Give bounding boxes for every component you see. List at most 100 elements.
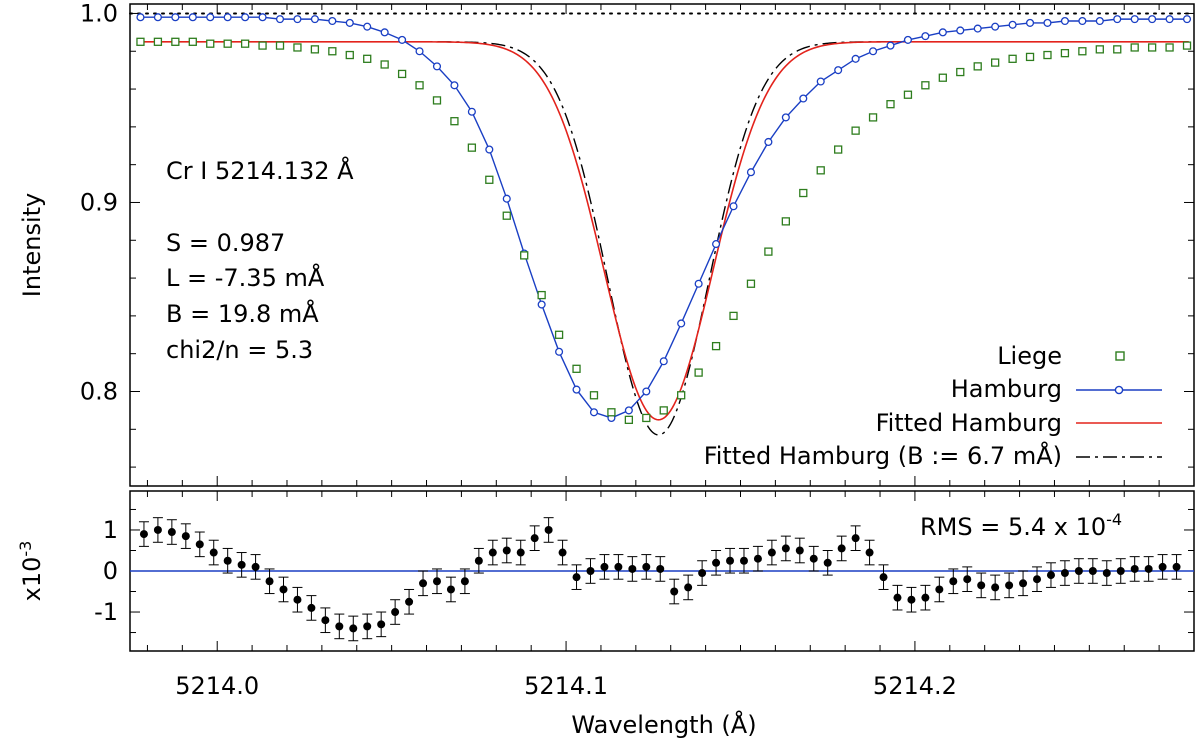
residual-point — [642, 562, 651, 571]
hamburg-point — [1060, 16, 1069, 26]
hamburg-point — [345, 18, 354, 27]
liege-point — [781, 217, 790, 226]
residual-point — [879, 573, 888, 582]
liege-point — [136, 37, 145, 46]
residual-point — [460, 577, 469, 586]
hamburg-point — [1008, 20, 1017, 29]
residual-point — [558, 548, 567, 557]
x-tick-label: 5214.1 — [524, 672, 608, 700]
res-y-tick-label: 0 — [103, 557, 118, 585]
liege-point — [345, 50, 354, 60]
legend-label-liege: Liege — [997, 342, 1062, 370]
hamburg-point — [746, 168, 756, 177]
residual-point — [195, 540, 204, 549]
hamburg-point — [624, 406, 633, 415]
hamburg-point — [729, 202, 738, 211]
liege-point — [240, 39, 250, 48]
legend-label-fitted-hamburg: Fitted Hamburg — [876, 409, 1062, 437]
residual-point — [851, 534, 860, 543]
liege-point — [973, 62, 982, 71]
residual-point — [1046, 571, 1055, 580]
hamburg-point — [432, 62, 442, 71]
residual-point — [1088, 567, 1097, 575]
hamburg-point — [241, 13, 250, 22]
residual-point — [502, 546, 511, 555]
residual-point — [516, 548, 525, 557]
liege-point — [764, 247, 773, 256]
hamburg-point — [258, 13, 267, 22]
hamburg-point — [1078, 16, 1087, 26]
residual-point — [1019, 579, 1028, 588]
residual-point — [963, 575, 972, 584]
liege-point — [903, 90, 913, 99]
liege-point — [816, 166, 825, 175]
liege-point — [537, 290, 546, 300]
residual-point — [628, 564, 637, 573]
hamburg-point — [555, 347, 564, 356]
residual-point — [1060, 569, 1069, 578]
residual-point — [321, 616, 330, 625]
liege-point — [520, 251, 529, 260]
main-plot-frame — [129, 3, 1195, 487]
residual-point — [809, 554, 818, 563]
residual-point — [1144, 564, 1153, 573]
liege-point — [1043, 50, 1052, 60]
residual-point — [446, 585, 455, 594]
residual-point — [1033, 575, 1042, 584]
hamburg-point — [1113, 15, 1122, 24]
residual-point — [753, 554, 762, 563]
liege-point — [258, 41, 267, 50]
line-id-label: Cr I 5214.132 Å — [166, 156, 354, 185]
legend-marker-hamburg — [1114, 385, 1124, 395]
x-axis-label: Wavelength (Å) — [571, 710, 756, 739]
liege-point — [1130, 43, 1139, 52]
liege-point — [642, 413, 651, 423]
residual-point — [823, 558, 832, 567]
y-axis-label-residual: x10-3 — [16, 541, 46, 602]
hamburg-point — [293, 15, 302, 24]
liege-point — [450, 117, 459, 126]
residual-point — [405, 597, 414, 606]
broadening-label: B = 19.8 mÅ — [166, 299, 319, 328]
liege-point — [171, 37, 180, 46]
hamburg-point — [188, 13, 197, 22]
line-annotations: Cr I 5214.132 Å S = 0.987 L = -7.35 mÅ B… — [166, 156, 354, 364]
hamburg-point — [921, 32, 930, 41]
hamburg-point — [380, 28, 389, 37]
liege-point — [1095, 45, 1104, 54]
hamburg-point — [589, 408, 599, 417]
hamburg-point — [171, 13, 180, 22]
residual-point — [223, 556, 232, 565]
residual-point — [726, 556, 735, 565]
liege-point — [467, 143, 477, 152]
liege-point — [1147, 43, 1157, 52]
liege-point — [572, 364, 581, 373]
rms-label: RMS = 5.4 x 10-4 — [920, 510, 1122, 541]
hamburg-point — [781, 113, 790, 122]
liege-point — [1025, 52, 1035, 62]
residual-point — [167, 528, 176, 537]
residual-point — [739, 556, 748, 565]
liege-point — [956, 67, 965, 77]
residual-point — [251, 562, 260, 571]
residual-point — [586, 567, 595, 575]
hamburg-point — [537, 300, 546, 309]
liege-point — [1078, 47, 1087, 56]
liege-point — [624, 415, 634, 424]
hamburg-point — [677, 319, 686, 328]
hamburg-point — [851, 54, 860, 63]
hamburg-point — [328, 16, 337, 26]
y-axis-label-intensity: Intensity — [18, 193, 46, 297]
hamburg-point — [398, 35, 407, 44]
residual-point — [1005, 581, 1014, 590]
residual-point — [237, 560, 246, 569]
residual-plot-panel: 5214.0 5214.1 5214.2 -1 0 1 x10-3 RMS = 5.4 x… — [16, 490, 1195, 739]
hamburg-point — [485, 145, 494, 154]
liege-point — [188, 37, 197, 46]
hamburg-point — [275, 15, 285, 24]
liege-point — [223, 39, 232, 48]
residual-point — [670, 587, 679, 596]
liege-point — [554, 330, 564, 339]
residual-point — [1116, 567, 1125, 575]
liege-point — [729, 311, 738, 321]
